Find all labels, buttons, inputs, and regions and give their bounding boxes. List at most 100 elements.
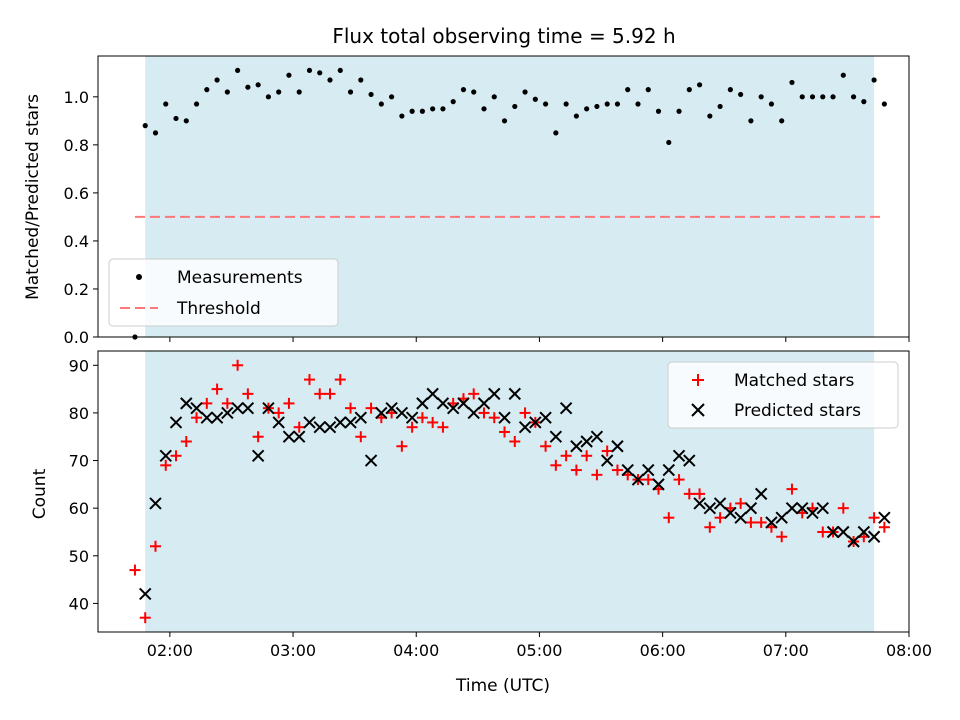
measurement-point [850, 94, 857, 100]
measurement-point [696, 82, 703, 88]
predicted-point [169, 416, 183, 429]
predicted-point-b [272, 416, 285, 429]
predicted-point-b [313, 420, 326, 434]
predicted-point [395, 406, 409, 420]
predicted-point-b [303, 416, 316, 429]
predicted-point [477, 397, 491, 410]
predicted-point [662, 463, 675, 477]
measurement-point [193, 101, 200, 107]
measurement-point [306, 67, 313, 74]
predicted-point [816, 501, 829, 515]
bottom-legend-box [667, 361, 899, 429]
predicted-point-b [847, 535, 860, 548]
predicted-point-b [488, 387, 501, 401]
predicted-point [734, 511, 747, 524]
measurement-point [522, 89, 528, 95]
measurement-point [789, 79, 795, 86]
measurement-point [419, 108, 425, 114]
bottom-xlabel: Time (UTC) [455, 676, 550, 696]
predicted-point-b [293, 430, 306, 443]
measurement-point [389, 94, 395, 100]
predicted-point [703, 501, 717, 515]
predicted-point [334, 416, 347, 429]
top-yticks: 0.0 0.2 0.4 0.6 0.8 1.0 [64, 88, 98, 347]
predicted-point [405, 411, 419, 424]
predicted-point-b [713, 497, 727, 510]
predicted-point [262, 401, 275, 415]
top-ylabel: Matched/Predicted stars [23, 94, 43, 300]
measurement-point [779, 118, 785, 124]
matched-point [611, 464, 623, 476]
matched-point [180, 435, 192, 447]
predicted-point-b [559, 401, 573, 415]
bottom-xtick-label: 03:00 [270, 641, 316, 660]
predicted-point-b [775, 511, 788, 524]
chart-title: Flux total observing time = 5.92 h [332, 24, 675, 48]
bottom-ytick-label: 60 [69, 499, 89, 518]
predicted-point-b [611, 440, 624, 453]
top-ytick-label: 0.8 [64, 136, 89, 155]
matched-point [714, 512, 726, 524]
measurement-point [573, 113, 579, 119]
matched-point [868, 512, 880, 524]
measurement-point [748, 118, 754, 124]
predicted-point [200, 411, 214, 424]
bottom-ytick-label: 40 [69, 594, 89, 613]
predicted-point-b [344, 416, 357, 429]
matched-point [211, 383, 223, 395]
matched-point [642, 474, 654, 486]
predicted-point [580, 435, 593, 448]
matched-point [427, 416, 439, 428]
predicted-point-b [139, 587, 152, 601]
measurement-point [235, 67, 241, 74]
measurement-point [173, 115, 179, 122]
predicted-point-b [436, 397, 450, 410]
predicted-point-b [221, 406, 234, 420]
predicted-point [180, 397, 193, 410]
predicted-point [210, 411, 224, 424]
predicted-point [559, 401, 573, 415]
predicted-point [683, 454, 696, 467]
measurement-point [799, 94, 805, 100]
predicted-point-b [169, 416, 183, 429]
top-ytick-label: 0.0 [64, 328, 89, 347]
bottom-ylabel: Count [30, 468, 50, 519]
predicted-point-b [446, 401, 460, 415]
measurement-point [347, 89, 354, 95]
matched-point [365, 402, 377, 414]
matched-point [663, 512, 675, 524]
predicted-point-b [703, 501, 717, 515]
matched-point [837, 502, 849, 514]
measurement-point [655, 108, 662, 114]
measurement-point [686, 87, 692, 93]
matched-point [221, 397, 233, 409]
bottom-xtick-label: 05:00 [516, 641, 562, 660]
legend-predicted-label: Predicted stars [734, 401, 861, 421]
bottom-ytick-label: 90 [69, 356, 89, 375]
predicted-point [313, 420, 326, 434]
measurement-point [594, 103, 600, 110]
predicted-point [293, 430, 306, 443]
predicted-point-b [590, 430, 604, 443]
predicted-point-b [662, 463, 675, 477]
measurement-point [255, 82, 261, 88]
measurement-point [183, 118, 189, 124]
matched-point [878, 521, 890, 533]
measurement-point [450, 99, 456, 105]
bottom-legend: Matched stars Predicted stars [667, 361, 899, 429]
predicted-point [713, 497, 727, 510]
matched-point [396, 440, 408, 452]
predicted-point [600, 454, 614, 467]
matched-point [488, 412, 500, 424]
matched-point [437, 421, 449, 433]
measurement-point [830, 94, 836, 100]
predicted-points [139, 387, 891, 601]
matched-point [160, 459, 172, 471]
predicted-point-b [149, 497, 162, 510]
predicted-point-b [539, 411, 552, 424]
measurement-point [296, 89, 302, 95]
predicted-point-b [334, 416, 347, 429]
matched-point [581, 450, 593, 462]
measurement-point [491, 94, 497, 100]
